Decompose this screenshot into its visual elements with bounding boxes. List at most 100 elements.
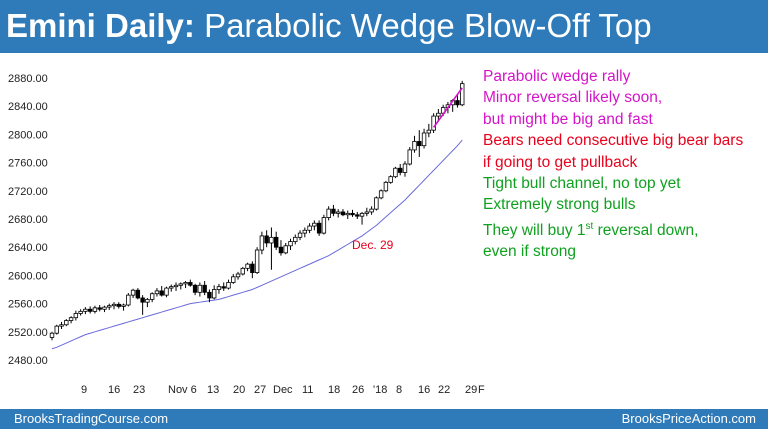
footer-right-link[interactable]: BrooksPriceAction.com [621, 411, 756, 426]
candle-body [159, 290, 164, 296]
candle-body [412, 141, 417, 151]
y-tick-label: 2840.00 [8, 101, 48, 113]
candle-body [312, 222, 317, 227]
candle-body [388, 176, 393, 183]
candle-body [316, 222, 322, 234]
x-tick-label: '18 [373, 384, 387, 396]
candle-body [421, 132, 427, 147]
y-tick-label: 2720.00 [8, 186, 48, 198]
note-line: even if strong [483, 243, 577, 261]
candle-body [436, 112, 441, 117]
x-tick-label: 9 [81, 384, 87, 396]
candle-body [221, 286, 226, 289]
candle-body [121, 304, 126, 307]
candle-body [68, 317, 74, 321]
candle-body [154, 290, 160, 295]
note-line: but might be big and fast [483, 110, 653, 128]
moving-average-line [51, 139, 463, 350]
candle-body [250, 263, 255, 273]
candle-body [54, 325, 59, 334]
x-tick-label: 8 [396, 384, 402, 396]
candle-body [383, 181, 389, 192]
y-tick-label: 2800.00 [8, 129, 48, 141]
y-tick-label: 2640.00 [8, 242, 48, 254]
note-text-a: They will buy 1 [483, 222, 586, 239]
note-line: Bears need consecutive big bear bars [483, 132, 744, 150]
x-tick-label: 29 [465, 384, 477, 396]
candle-body [273, 236, 279, 248]
candle-body [307, 225, 312, 231]
candle-body [302, 229, 308, 234]
candle-body [278, 246, 284, 254]
candle-body [240, 267, 245, 275]
candle-body [164, 287, 169, 296]
candle-body [431, 115, 436, 131]
x-tick-label: 22 [438, 384, 450, 396]
note-line: Tight bull channel, no top yet [483, 175, 681, 193]
candle-body [364, 211, 370, 214]
candle-body [264, 235, 269, 244]
y-tick-label: 2680.00 [8, 214, 48, 226]
candle-body [402, 163, 408, 173]
candle-body [202, 284, 207, 293]
candle-body [293, 236, 298, 242]
candle-body [331, 208, 336, 214]
x-tick-label: Nov 6 [168, 384, 197, 396]
x-tick-label: 16 [418, 384, 430, 396]
candle-body [145, 298, 150, 303]
footer-left-link[interactable]: BrooksTradingCourse.com [14, 411, 169, 426]
note-line: They will buy 1st reversal down, [483, 216, 743, 242]
candle-body [173, 284, 179, 288]
candle-body [59, 324, 64, 327]
candle-body [207, 291, 212, 299]
y-tick-label: 2480.00 [8, 355, 48, 367]
candle-body [455, 100, 460, 106]
candle-body [417, 141, 422, 147]
candle-body [374, 197, 379, 210]
y-tick-label: 2600.00 [8, 270, 48, 282]
candle-body [321, 217, 327, 234]
candle-body [111, 303, 117, 307]
candle-body [393, 167, 398, 178]
candle-body [135, 289, 141, 299]
x-tick-label: Dec [273, 384, 293, 396]
y-tick-label: 2560.00 [8, 299, 48, 311]
annotation-dec29: Dec. 29 [352, 238, 394, 252]
candle-body [130, 289, 136, 296]
candle-body [73, 313, 79, 319]
header-bar: Emini Daily: Parabolic Wedge Blow-Off To… [0, 0, 768, 53]
candle-body [183, 282, 188, 285]
note-text-b: reversal down, [593, 222, 699, 239]
candle-body [64, 320, 69, 326]
x-tick-label: 20 [233, 384, 245, 396]
note-line: if going to get pullback [483, 153, 638, 171]
candle-body [211, 289, 217, 299]
candle-body [245, 263, 250, 269]
candle-body [350, 212, 355, 216]
candle-body [269, 236, 274, 244]
candle-body [288, 241, 293, 247]
candle-body [216, 286, 222, 290]
footer-bar: BrooksTradingCourse.com BrooksPriceActio… [0, 409, 768, 429]
candle-body [297, 232, 303, 238]
wedge-trendline [432, 87, 463, 128]
x-tick-label: 11 [302, 384, 313, 396]
candle-body [78, 310, 83, 314]
note-line: Extremely strong bulls [483, 196, 636, 214]
candle-body [140, 297, 145, 303]
candle-body [102, 306, 107, 310]
candle-body [335, 211, 341, 214]
candle-body [326, 208, 331, 218]
page-title: Emini Daily: Parabolic Wedge Blow-Off To… [6, 4, 652, 48]
candle-body [231, 276, 236, 283]
candle-body [107, 305, 112, 308]
candle-body [407, 149, 412, 165]
candle-body [197, 284, 203, 293]
candle-body [87, 308, 93, 312]
note-line: Parabolic wedge rally [483, 68, 631, 85]
candle-body [97, 307, 102, 310]
x-tick-label: 27 [254, 384, 266, 396]
candle-body [92, 307, 98, 312]
candle-body [235, 273, 241, 278]
note-line: Minor reversal likely soon, [483, 89, 663, 107]
